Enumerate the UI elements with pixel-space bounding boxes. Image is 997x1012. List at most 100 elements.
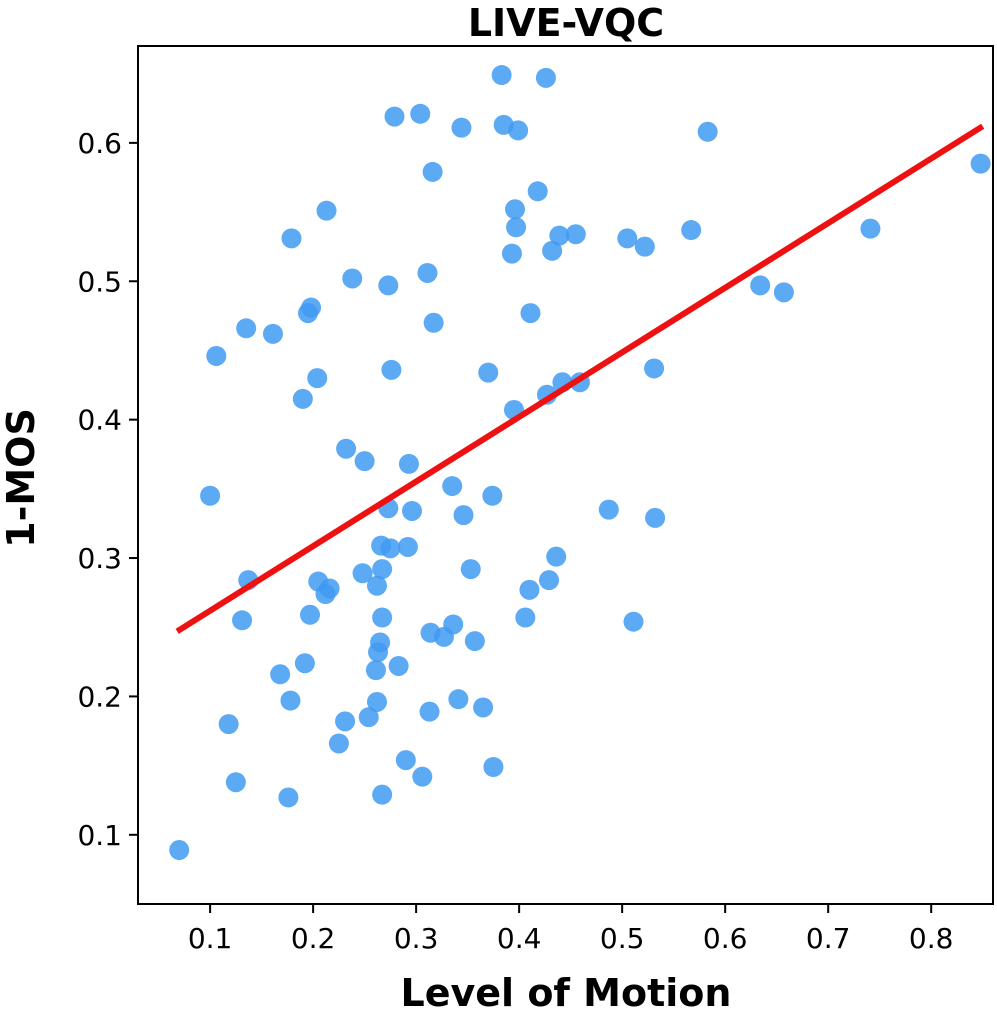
x-tick-label: 0.2 [291, 922, 336, 955]
data-point-66 [482, 485, 503, 506]
x-tick-label: 0.1 [188, 922, 233, 955]
data-point-95 [697, 121, 718, 142]
data-point-23 [328, 733, 349, 754]
data-point-37 [372, 607, 393, 628]
y-axis-ticks: 0.1 0.2 0.3 0.4 0.5 0.6 [77, 127, 138, 852]
data-point-46 [397, 536, 418, 557]
data-point-79 [535, 67, 556, 88]
data-point-65 [478, 362, 499, 383]
data-point-0 [169, 840, 190, 861]
data-point-28 [354, 451, 375, 472]
data-point-70 [501, 243, 522, 264]
y-tick-label: 0.5 [77, 265, 122, 298]
data-point-52 [419, 701, 440, 722]
data-point-1 [200, 485, 221, 506]
data-point-89 [617, 228, 638, 249]
data-point-88 [598, 499, 619, 520]
data-point-98 [860, 218, 881, 239]
data-point-30 [365, 660, 386, 681]
data-point-72 [505, 199, 526, 220]
data-point-27 [352, 563, 373, 584]
data-point-8 [262, 323, 283, 344]
data-point-96 [750, 275, 771, 296]
data-point-78 [527, 181, 548, 202]
plot-frame [137, 45, 994, 905]
data-point-22 [319, 578, 340, 599]
data-point-97 [773, 282, 794, 303]
y-tick-label: 0.3 [77, 542, 122, 575]
data-point-57 [442, 476, 463, 497]
data-point-13 [292, 388, 313, 409]
data-point-68 [491, 65, 512, 86]
data-point-64 [473, 697, 494, 718]
data-point-3 [218, 714, 239, 735]
data-point-51 [417, 262, 438, 283]
data-point-9 [270, 664, 291, 685]
data-point-11 [280, 690, 301, 711]
data-point-83 [546, 546, 567, 567]
data-point-91 [634, 236, 655, 257]
data-point-24 [335, 711, 356, 732]
x-tick-label: 0.4 [497, 922, 542, 955]
fit-layer [175, 123, 985, 634]
data-point-34 [370, 632, 391, 653]
x-axis-label: Level of Motion [401, 971, 732, 1012]
x-tick-label: 0.3 [394, 922, 439, 955]
data-point-48 [402, 500, 423, 521]
data-point-58 [443, 614, 464, 635]
data-point-40 [378, 275, 399, 296]
data-point-14 [294, 653, 315, 674]
data-point-84 [549, 225, 570, 246]
data-point-17 [301, 297, 322, 318]
x-axis-ticks: 0.1 0.2 0.3 0.4 0.5 0.6 0.7 0.8 [188, 904, 954, 955]
data-point-26 [342, 268, 363, 289]
data-point-38 [372, 784, 393, 805]
y-tick-label: 0.2 [77, 680, 122, 713]
data-point-5 [232, 610, 253, 631]
data-point-4 [225, 772, 246, 793]
data-point-76 [519, 579, 540, 600]
data-point-18 [307, 368, 328, 389]
data-point-12 [281, 228, 302, 249]
data-point-21 [316, 200, 337, 221]
data-point-60 [451, 117, 472, 138]
data-point-49 [410, 103, 431, 124]
y-tick-label: 0.6 [77, 127, 122, 160]
data-point-94 [681, 220, 702, 241]
regression-line [175, 123, 985, 634]
data-point-32 [366, 691, 387, 712]
data-point-50 [412, 766, 433, 787]
data-point-36 [372, 559, 393, 580]
data-point-90 [623, 611, 644, 632]
data-point-75 [515, 607, 536, 628]
chart-title: LIVE-VQC [468, 1, 664, 45]
data-point-43 [384, 106, 405, 127]
data-point-31 [366, 575, 387, 596]
data-point-77 [520, 303, 541, 324]
data-point-42 [381, 359, 402, 380]
x-tick-label: 0.7 [806, 922, 851, 955]
data-point-81 [539, 570, 560, 591]
data-point-92 [644, 358, 665, 379]
x-tick-label: 0.6 [703, 922, 748, 955]
data-point-47 [398, 453, 419, 474]
data-point-44 [388, 655, 409, 676]
data-point-16 [300, 604, 321, 625]
data-point-45 [395, 750, 416, 771]
data-point-29 [358, 707, 379, 728]
data-point-61 [453, 505, 474, 526]
x-tick-label: 0.8 [909, 922, 954, 955]
y-tick-label: 0.4 [77, 404, 122, 437]
data-point-73 [506, 217, 527, 238]
data-point-82 [542, 240, 563, 261]
data-point-99 [970, 153, 991, 174]
data-point-74 [508, 120, 529, 141]
data-point-55 [423, 312, 444, 333]
x-tick-label: 0.5 [600, 922, 645, 955]
data-point-59 [448, 689, 469, 710]
data-point-93 [645, 507, 666, 528]
data-point-86 [565, 224, 586, 245]
data-point-54 [422, 161, 443, 182]
points-layer [169, 65, 991, 861]
